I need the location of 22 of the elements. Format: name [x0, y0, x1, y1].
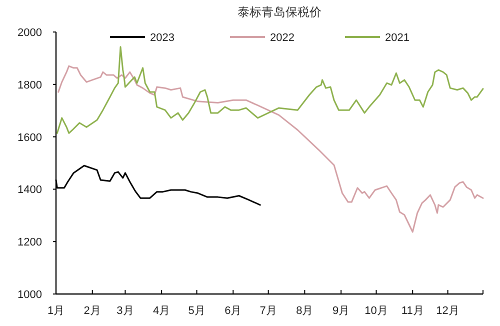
x-tick-label: 2月: [84, 305, 101, 317]
y-tick-label: 1200: [18, 236, 42, 249]
y-tick-label: 1000: [18, 289, 42, 301]
y-tick-label: 2000: [18, 27, 42, 39]
x-tick-label: 8月: [296, 305, 314, 317]
x-tick-label: 1月: [47, 305, 65, 317]
x-tick-label: 7月: [260, 305, 277, 317]
x-tick-label: 10月: [364, 305, 388, 317]
x-tick-label: 11月: [401, 305, 424, 317]
legend-label: 2021: [385, 32, 410, 44]
x-tick-label: 3月: [116, 305, 134, 317]
x-tick-label: 6月: [224, 305, 242, 317]
y-tick-label: 1800: [18, 79, 42, 92]
title: 泰标青岛保税价: [238, 5, 322, 19]
legend-label: 2023: [150, 32, 174, 44]
x-tick-label: 9月: [332, 305, 350, 317]
y-tick-label: 1600: [18, 132, 42, 144]
legend-label: 2022: [270, 32, 294, 44]
y-tick-label: 1400: [18, 184, 42, 196]
x-tick-label: 4月: [153, 305, 170, 317]
x-tick-label: 5月: [188, 305, 206, 317]
x-tick-label: 12月: [436, 305, 460, 317]
